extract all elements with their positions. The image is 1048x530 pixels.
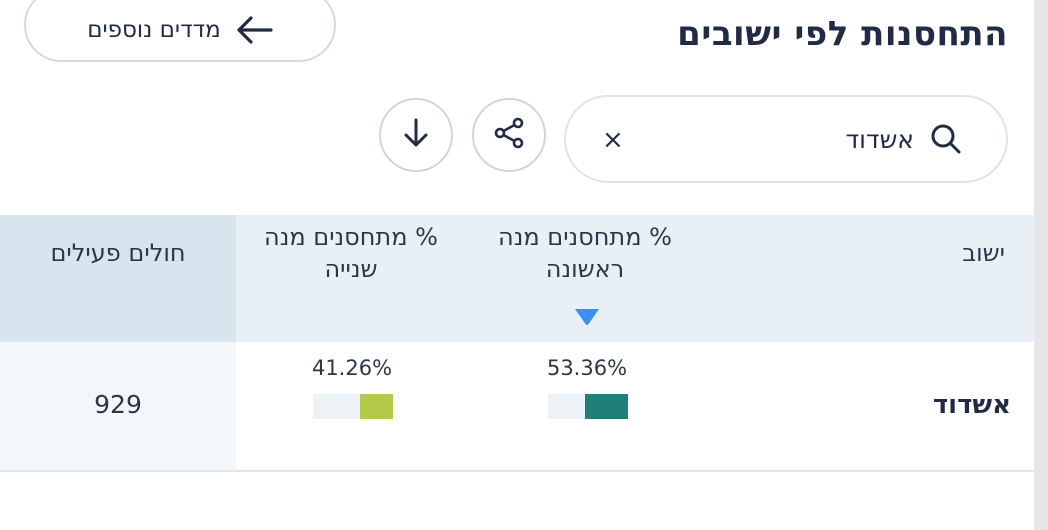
column-header-town[interactable]: ישוב — [962, 239, 1005, 267]
column-header-active-sick[interactable]: חולים פעילים — [0, 215, 236, 342]
arrow-left-icon — [235, 15, 273, 45]
second-dose-bar-fill — [360, 394, 393, 419]
sort-descending-icon[interactable] — [573, 307, 601, 331]
active-sick-value: 929 — [94, 390, 142, 419]
second-dose-percent: 41.26% — [311, 356, 393, 380]
column-header-second-dose[interactable]: % מתחסנים מנה שנייה — [264, 223, 438, 283]
more-metrics-button[interactable]: מדדים נוספים — [24, 0, 336, 62]
page-title: התחסנות לפי ישובים — [677, 14, 1008, 54]
share-icon — [492, 116, 526, 154]
search-box[interactable]: × — [564, 95, 1008, 183]
download-icon — [401, 117, 431, 153]
search-input[interactable] — [684, 119, 914, 159]
first-dose-bar — [548, 394, 628, 419]
more-metrics-label: מדדים נוספים — [87, 17, 221, 43]
scrollbar[interactable] — [1034, 0, 1048, 530]
clear-search-button[interactable]: × — [602, 125, 624, 155]
download-button[interactable] — [379, 98, 453, 172]
search-icon — [930, 123, 962, 159]
active-sick-cell-bg — [0, 342, 236, 470]
second-dose-bar — [313, 394, 393, 419]
table-row[interactable]: 929 41.26% 53.36% אשדוד — [0, 342, 1035, 472]
column-header-first-dose[interactable]: % מתחסנים מנה ראשונה — [498, 223, 672, 283]
table-header: חולים פעילים % מתחסנים מנה שנייה % מתחסנ… — [0, 215, 1035, 342]
share-button[interactable] — [472, 98, 546, 172]
first-dose-bar-fill — [585, 394, 628, 419]
vaccination-table: חולים פעילים % מתחסנים מנה שנייה % מתחסנ… — [0, 215, 1035, 472]
first-dose-percent: 53.36% — [546, 356, 628, 380]
town-name: אשדוד — [932, 390, 1011, 420]
